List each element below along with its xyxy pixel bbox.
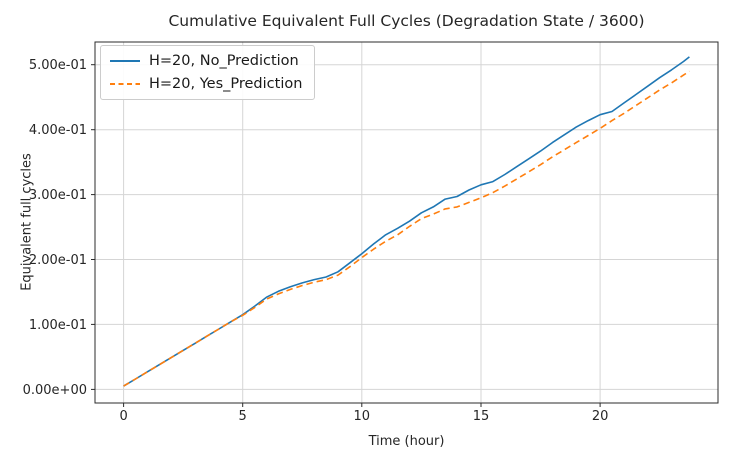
solid-line-sample-icon bbox=[110, 59, 140, 63]
y-tick-label: 1.00e-01 bbox=[29, 318, 87, 333]
y-tick-label: 4.00e-01 bbox=[29, 123, 87, 138]
legend-label: H=20, No_Prediction bbox=[149, 53, 299, 69]
x-tick-label: 10 bbox=[354, 409, 371, 424]
legend-label: H=20, Yes_Prediction bbox=[149, 76, 303, 92]
x-tick-label: 15 bbox=[473, 409, 490, 424]
x-tick-label: 0 bbox=[119, 409, 127, 424]
chart-title: Cumulative Equivalent Full Cycles (Degra… bbox=[168, 12, 645, 30]
y-tick-label: 2.00e-01 bbox=[29, 253, 87, 268]
series-line-1 bbox=[123, 70, 690, 387]
x-tick-label: 5 bbox=[239, 409, 247, 424]
y-tick-label: 5.00e-01 bbox=[29, 58, 87, 73]
legend: H=20, No_Prediction H=20, Yes_Prediction bbox=[100, 45, 316, 100]
plot-border bbox=[94, 41, 719, 404]
y-tick-label: 0.00e+00 bbox=[23, 383, 87, 398]
series-line-0 bbox=[123, 56, 690, 387]
x-axis-label: Time (hour) bbox=[368, 434, 445, 449]
legend-entry-no-prediction: H=20, No_Prediction bbox=[110, 51, 302, 71]
dashed-line-sample-icon bbox=[110, 82, 140, 86]
legend-entry-yes-prediction: H=20, Yes_Prediction bbox=[110, 74, 302, 94]
x-tick-label: 20 bbox=[592, 409, 609, 424]
y-tick-label: 3.00e-01 bbox=[29, 188, 87, 203]
